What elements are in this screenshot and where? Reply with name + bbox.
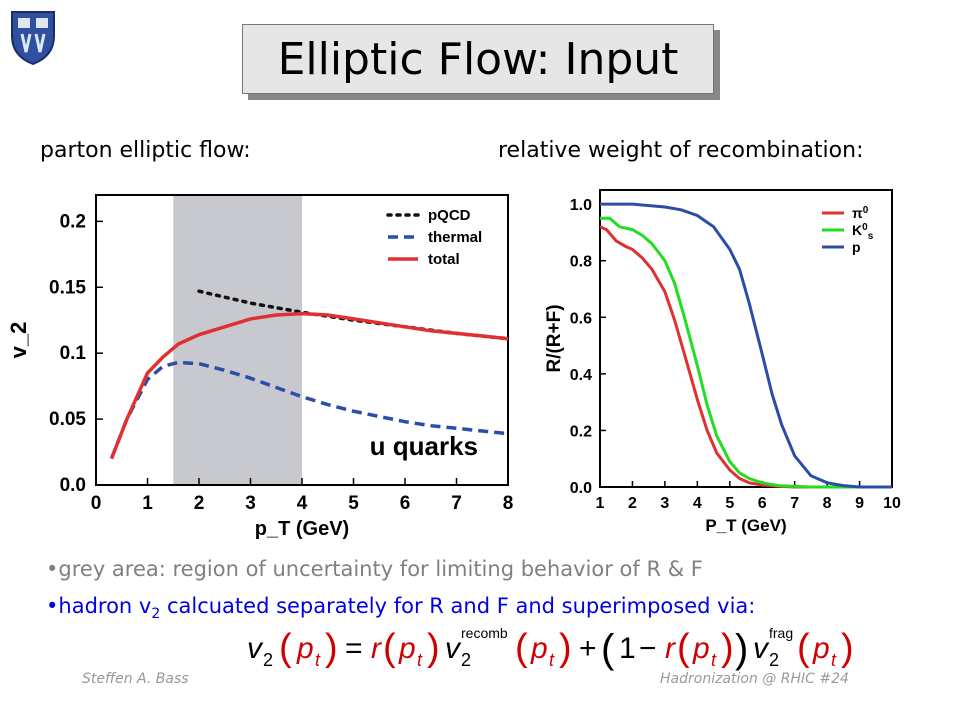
y-tick-label: 0.4: [570, 367, 592, 384]
uncertainty-band: [173, 195, 302, 485]
formula-v-recomb: v: [445, 632, 462, 665]
svg-text:): ): [721, 627, 734, 669]
series-line-π: [599, 225, 892, 489]
x-tick-label: 5: [348, 493, 359, 514]
svg-text:): ): [559, 627, 572, 669]
formula-arg: p: [296, 632, 314, 665]
svg-text:): ): [735, 627, 748, 671]
recombination-weight-chart: 1 2 3 4 5 6 7 8 9 10 0.0 0.2 0.4 0.6 0.8 1.0 P_T (GeV) R/…: [544, 189, 901, 535]
footer-author: Steffen A. Bass: [82, 671, 189, 687]
x-tick-label: 5: [725, 495, 734, 512]
formula-arg-sub-3: t: [549, 650, 555, 670]
v2-formula: v 2 ( p t ) = r ( p t ) v 2 recomb ( p t…: [247, 625, 854, 671]
y-tick-label: 0.2: [60, 211, 86, 232]
y-tick-label: 1.0: [570, 197, 592, 214]
formula-r: r: [371, 632, 382, 665]
formula-one: 1: [619, 632, 636, 665]
y-axis-label: v_2: [6, 322, 31, 359]
legend-label-pQCD: pQCD: [428, 207, 471, 224]
y-tick-label: 0.0: [570, 480, 592, 497]
left-chart-header: parton elliptic flow:: [40, 138, 251, 163]
x-tick-label: 1: [596, 495, 605, 512]
x-tick-label: 6: [400, 493, 411, 514]
y-tick-label: 0.15: [49, 277, 86, 298]
slide-title-box: Elliptic Flow: Input: [242, 24, 714, 94]
formula-arg-5: p: [812, 632, 830, 665]
x-axis-label: P_T (GeV): [705, 516, 786, 535]
legend-label-total: total: [428, 251, 460, 268]
series-line-total: [109, 311, 509, 460]
bullet-text-post: calcuated separately for R and F and sup…: [160, 594, 756, 618]
plot-frame: [599, 189, 893, 488]
formula-arg-sub: t: [315, 650, 321, 670]
svg-text:(: (: [601, 627, 615, 671]
formula-arg-3: p: [530, 632, 548, 665]
formula-frag-sup: frag: [769, 625, 793, 641]
formula-lhs: v: [247, 632, 264, 665]
series-line-K: [600, 216, 892, 489]
series-line-p: [600, 202, 892, 489]
formula-recomb-sup: recomb: [461, 625, 508, 641]
y-tick-label: 0.0: [60, 475, 86, 496]
footer-slide-info: Hadronization @ RHIC #24: [660, 671, 849, 687]
y-tick-label: 0.8: [570, 254, 592, 271]
y-tick-label: 0.1: [60, 343, 87, 364]
svg-text:): ): [841, 627, 854, 669]
y-tick-label: 0.05: [49, 409, 86, 430]
legend-label-thermal: thermal: [428, 229, 482, 246]
y-tick-label: 0.2: [570, 423, 592, 440]
formula-arg-4: p: [692, 632, 710, 665]
svg-text:): ): [325, 627, 338, 669]
x-tick-label: 4: [693, 495, 702, 512]
formula-v-frag: v: [753, 632, 770, 665]
formula-arg-2: p: [398, 632, 416, 665]
bullet-hadron-v2: •hadron v2 calcuated separately for R an…: [46, 594, 756, 623]
duke-shield-logo: [8, 8, 58, 66]
legend-label-π: π0: [852, 205, 869, 221]
formula-v-frag-sub: 2: [769, 650, 779, 670]
x-tick-label: 10: [883, 495, 901, 512]
parton-v2-chart: 0 1 2 3 4 5 6 7 8 0.0 0.05 0.1 0.15 0.2 p_T (GeV) v_2 pQ…: [6, 194, 514, 540]
bullet-grey-area: •grey area: region of uncertainty for li…: [46, 557, 703, 581]
x-tick-label: 7: [451, 493, 462, 514]
x-tick-label: 8: [823, 495, 832, 512]
formula-v-recomb-sub: 2: [461, 650, 471, 670]
x-tick-label: 3: [245, 493, 256, 514]
formula-arg-sub-4: t: [711, 650, 717, 670]
y-axis-label: R/(R+F): [544, 304, 565, 372]
svg-text:(: (: [279, 627, 292, 669]
x-tick-label: 9: [855, 495, 864, 512]
bullet-text-sub: 2: [151, 606, 161, 623]
svg-text:−: −: [639, 632, 657, 665]
bullet-text-pre: hadron v: [58, 594, 152, 618]
x-tick-label: 2: [194, 493, 205, 514]
svg-text:): ): [427, 627, 440, 669]
formula-arg-sub-5: t: [831, 650, 837, 670]
svg-text:(: (: [797, 627, 810, 669]
svg-text:+: +: [579, 632, 597, 665]
right-chart-header: relative weight of recombination:: [498, 138, 864, 163]
x-tick-label: 0: [91, 493, 102, 514]
formula-arg-sub-2: t: [417, 650, 423, 670]
annotation-u-quarks: u quarks: [370, 431, 478, 461]
slide-title: Elliptic Flow: Input: [277, 33, 679, 85]
x-tick-label: 4: [297, 493, 308, 514]
formula-r-2: r: [665, 632, 676, 665]
x-tick-label: 8: [503, 493, 514, 514]
bullet-text: grey area: region of uncertainty for lim…: [58, 557, 703, 581]
formula-lhs-sub: 2: [263, 650, 273, 670]
x-tick-label: 2: [628, 495, 637, 512]
x-axis-label: p_T (GeV): [255, 518, 349, 540]
x-tick-label: 3: [660, 495, 669, 512]
legend-label-p: p: [852, 239, 861, 255]
svg-text:=: =: [345, 632, 363, 665]
svg-text:(: (: [677, 627, 690, 669]
svg-text:(: (: [383, 627, 396, 669]
x-tick-label: 7: [790, 495, 799, 512]
y-tick-label: 0.6: [570, 310, 592, 327]
x-tick-label: 1: [142, 493, 153, 514]
x-tick-label: 6: [758, 495, 767, 512]
svg-text:(: (: [515, 627, 528, 669]
series-line-thermal: [109, 360, 509, 460]
